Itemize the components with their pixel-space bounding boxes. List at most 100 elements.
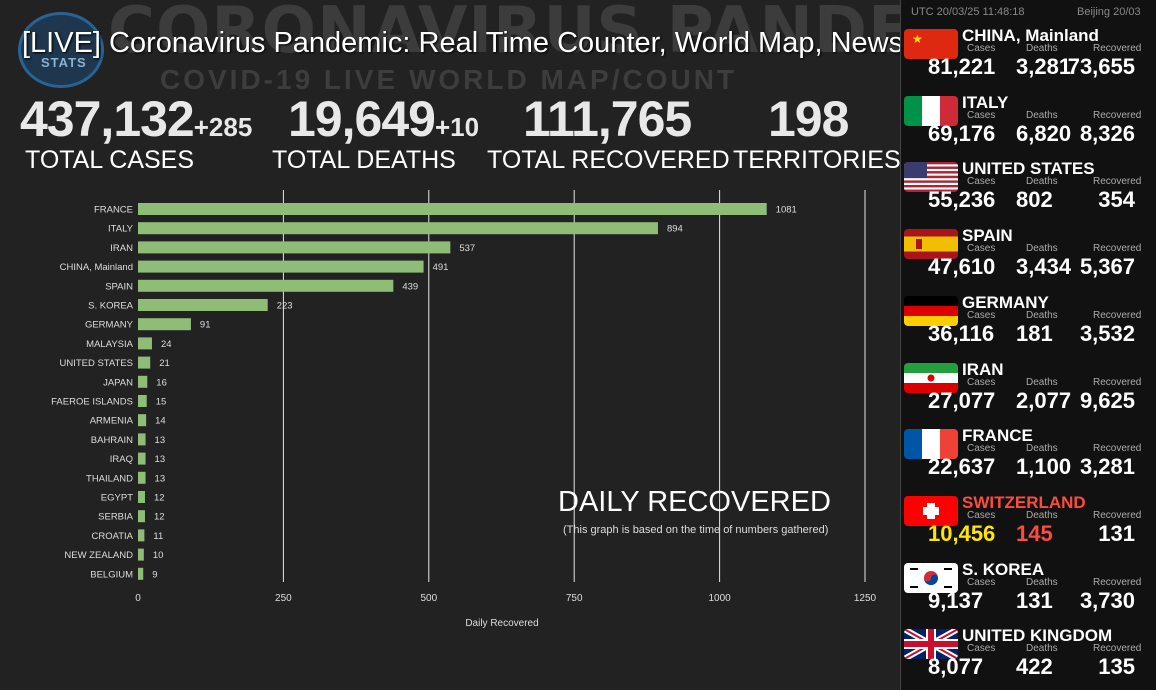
cases-label: Cases [967,309,996,321]
video-title[interactable]: [LIVE] Coronavirus Pandemic: Real Time C… [22,27,904,59]
category-label: THAILAND [86,473,133,484]
cases-value: 27,077 [928,387,996,413]
country-entry[interactable]: GERMANY Cases Deaths Recovered 36,116 18… [901,293,1156,359]
country-entry[interactable]: FRANCE Cases Deaths Recovered 22,637 1,1… [901,426,1156,492]
country-entry[interactable]: UNITED KINGDOM Cases Deaths Recovered 8,… [901,626,1156,690]
cases-label: Cases [967,443,996,455]
category-label: S. KOREA [88,301,134,312]
deaths-value: 3,434 [1016,254,1072,280]
daily-recovered-note: (This graph is based on the time of numb… [563,524,829,536]
recovered-value: 9,625 [1079,387,1135,413]
cases-label: Cases [967,243,996,255]
category-label: FAEROE ISLANDS [51,397,133,408]
data-label: 16 [156,377,167,388]
uk-flag [904,629,958,660]
deaths-value: 802 [1016,187,1053,213]
bar [138,260,424,273]
bar [138,299,268,311]
territories-label: TERRITORIES [733,146,901,174]
country-sidebar[interactable]: UTC 20/03/25 11:48:18 Beijing 20/03 ★ CH… [900,0,1156,690]
deaths-label: Deaths [1026,176,1058,188]
country-name: S. KOREA [962,559,1045,579]
recovered-value: 3,730 [1079,587,1135,613]
cases-value: 8,077 [928,654,984,680]
category-label: EGYPT [101,493,133,504]
country-name: UNITED KINGDOM [962,626,1113,646]
country-entry[interactable]: S. KOREA Cases Deaths Recovered 9,137 13… [901,560,1156,626]
cases-value: 81,221 [928,54,996,79]
germany-flag [904,295,958,326]
category-label: ITALY [108,224,134,235]
country-name: IRAN [962,359,1004,379]
data-label: 13 [155,473,166,484]
data-label: 12 [154,493,165,504]
bar [138,375,148,388]
recovered-value: 3,532 [1079,320,1135,346]
category-label: CHINA, Mainland [60,262,133,273]
recovered-label: Recovered [1093,243,1142,255]
bar [138,337,152,350]
bar [138,279,394,292]
deaths-label: Deaths [1026,376,1058,388]
recovered-label: Recovered [1093,309,1142,321]
category-label: UNITED STATES [59,358,133,369]
recovered-value: 354 [1098,187,1135,213]
data-label: 13 [155,435,166,446]
data-label: 894 [667,224,683,235]
category-label: IRAN [110,243,133,254]
category-label: BELGIUM [90,569,133,580]
deaths-label: Deaths [1026,576,1058,588]
country-entry[interactable]: SWITZERLAND Cases Deaths Recovered 10,45… [901,493,1156,559]
recovered-label: Recovered [1093,576,1142,588]
x-tick-label: 750 [566,593,583,604]
category-label: GERMANY [85,320,134,331]
data-label: 9 [152,569,157,580]
data-label: 439 [402,281,418,292]
country-entry[interactable]: IRAN Cases Deaths Recovered 27,077 2,077… [901,360,1156,426]
cases-value: 36,116 [928,320,995,346]
channel-logo[interactable]: STATS [18,12,104,88]
background-subtitle: COVID-19 LIVE WORLD MAP/COUNT [160,64,738,95]
bar [138,491,145,503]
deaths-label: Deaths [1026,309,1058,321]
country-name: CHINA, Mainland [962,26,1099,45]
deaths-value: 1,100 [1016,454,1072,480]
country-entry[interactable]: SPAIN Cases Deaths Recovered 47,610 3,43… [901,226,1156,292]
data-label: 10 [153,550,164,561]
main-area: CORONAVIRUS PANDEMIC COVID-19 LIVE WORLD… [18,0,1050,629]
country-name: FRANCE [962,426,1033,446]
country-entry[interactable]: ★ CHINA, Mainland Cases Deaths Recovered… [901,26,1156,92]
cases-value: 9,137 [928,587,984,613]
cases-label: Cases [967,576,996,588]
data-label: 12 [154,512,165,523]
iran-flag [904,362,958,393]
country-entry[interactable]: ITALY Cases Deaths Recovered 69,176 6,82… [901,93,1156,159]
data-label: 21 [159,358,170,369]
total-deaths-value: 19,649+10 [288,90,479,148]
x-tick-label: 250 [275,593,292,604]
bar [138,567,144,580]
data-label: 24 [161,339,172,350]
background-title: CORONAVIRUS PANDEMIC [108,0,1051,68]
utc-clock: UTC 20/03/25 11:48:18 [911,6,1025,18]
bar [138,241,451,254]
deaths-value: 145 [1016,520,1053,546]
deaths-value: 6,820 [1016,120,1072,146]
daily-recovered-title: DAILY RECOVERED [558,486,831,518]
deaths-label: Deaths [1026,109,1058,121]
italy-flag [904,95,958,126]
category-label: IRAQ [110,454,133,465]
bar [138,548,144,561]
data-label: 15 [156,397,167,408]
recovered-value: 5,367 [1079,254,1135,280]
daily-recovered-chart: 0 250 500 750 1000 1250 Daily Recovered FRANCE 1… [51,190,877,629]
country-entry[interactable]: UNITED STATES Cases Deaths Recovered 55,… [901,159,1156,225]
bar [138,414,147,427]
category-label: BAHRAIN [91,435,133,446]
x-axis-label: Daily Recovered [465,618,538,629]
category-label: SERBIA [98,512,134,523]
cases-label: Cases [967,376,996,388]
recovered-value: 135 [1098,654,1135,680]
deaths-value: 422 [1016,654,1053,680]
deaths-label: Deaths [1026,43,1058,54]
